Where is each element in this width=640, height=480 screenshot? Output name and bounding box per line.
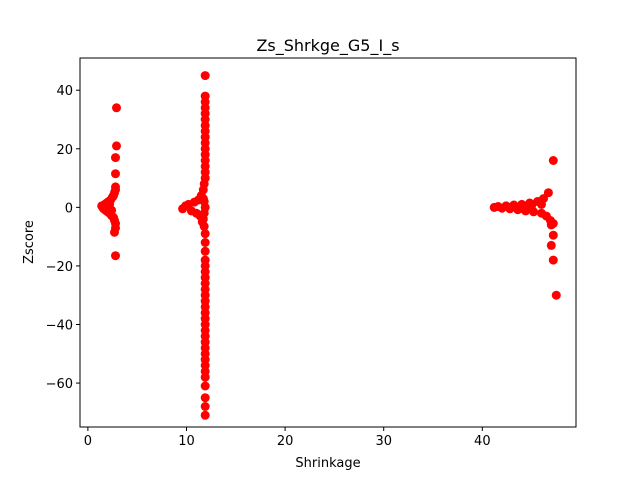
y-tick-label: −60 [46,377,73,392]
data-point [111,153,120,163]
y-axis-ticks: −60 −40 −20 0 20 40 [46,84,80,392]
data-point [548,219,558,228]
data-point [548,156,558,165]
y-tick-label: 0 [65,201,73,216]
data-point [110,227,119,237]
data-point [111,251,120,261]
x-tick-label: 10 [178,434,195,449]
data-point [200,91,210,101]
data-points [97,71,561,420]
plot-background [80,58,576,427]
data-point [112,141,121,151]
data-point [107,205,117,215]
data-point [546,240,556,250]
data-point [519,204,529,214]
y-tick-label: 20 [56,143,73,158]
x-tick-label: 40 [474,434,491,449]
y-tick-label: −20 [46,260,73,275]
x-tick-label: 20 [277,434,294,449]
x-tick-label: 0 [84,434,92,449]
y-tick-label: −40 [46,319,73,334]
data-point [198,214,208,224]
data-point [200,229,210,239]
y-tick-label: 40 [56,84,73,99]
data-point [200,372,210,382]
data-point [200,238,210,247]
data-point [548,230,558,240]
data-point [537,199,546,209]
data-point [111,182,120,192]
data-point [200,393,210,403]
x-axis-ticks: 0 10 20 30 40 [84,427,491,449]
data-point [527,201,537,211]
y-axis-label: Zscore [22,220,37,264]
data-point [199,221,209,231]
data-point [200,71,210,81]
data-point [200,410,210,420]
plot-frame [79,57,577,428]
data-point [112,103,121,113]
data-point [548,255,558,265]
data-point [200,402,210,411]
data-point [507,202,517,212]
x-tick-label: 30 [375,434,392,449]
x-axis-label: Shrinkage [295,456,360,471]
data-point [200,246,210,256]
data-point [200,381,210,391]
data-point [111,169,120,179]
data-point [543,188,553,198]
chart-title: Zs_Shrkge_G5_I_s [256,36,399,56]
data-point [198,194,208,204]
data-point [551,290,561,300]
